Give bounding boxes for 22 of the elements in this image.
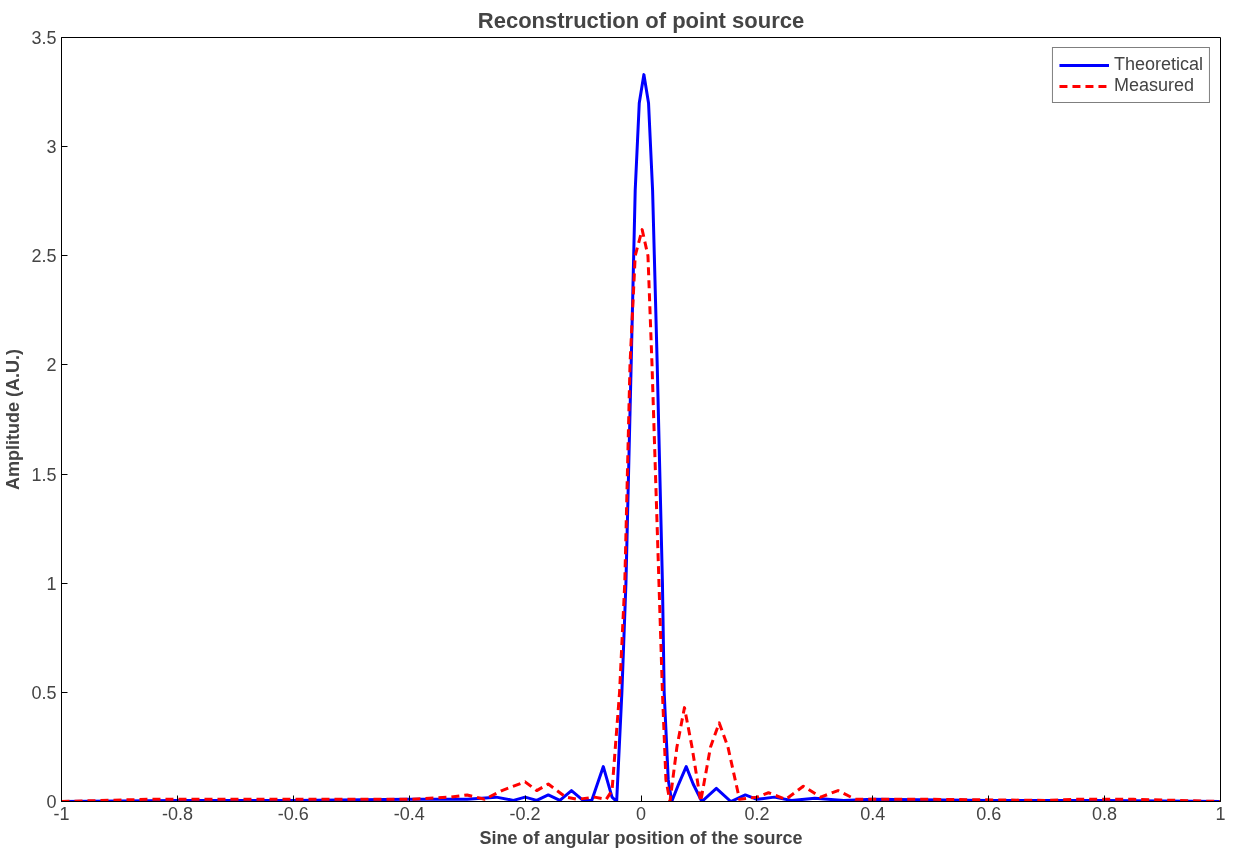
y-tick-label: 2.5: [31, 246, 57, 267]
y-tick-label: 2: [46, 355, 57, 376]
x-axis-title: Sine of angular position of the source: [479, 827, 803, 848]
chart-title: Reconstruction of point source: [477, 7, 805, 33]
legend-label: Theoretical: [1113, 54, 1203, 75]
x-tick-label: 0.4: [860, 803, 886, 824]
x-tick-label: -0.8: [161, 803, 193, 824]
y-tick-label: 3: [46, 137, 57, 158]
x-tick-label: 0.6: [976, 803, 1002, 824]
x-tick-label: -0.2: [509, 803, 541, 824]
x-tick-label: -0.4: [393, 803, 425, 824]
y-axis-title: Amplitude (A.U.): [3, 348, 24, 490]
y-tick-label: 0.5: [31, 682, 57, 703]
y-tick-label: 1: [46, 573, 57, 594]
x-tick-label: 1: [1215, 803, 1226, 824]
x-tick-label: 0.8: [1092, 803, 1118, 824]
x-tick-label: 0: [635, 803, 647, 824]
y-tick-label: 3.5: [31, 28, 57, 48]
legend-label: Measured: [1113, 75, 1194, 96]
x-tick-label: -0.6: [277, 803, 309, 824]
y-tick-label: 1.5: [31, 464, 57, 485]
x-tick-label: 0.2: [744, 803, 770, 824]
